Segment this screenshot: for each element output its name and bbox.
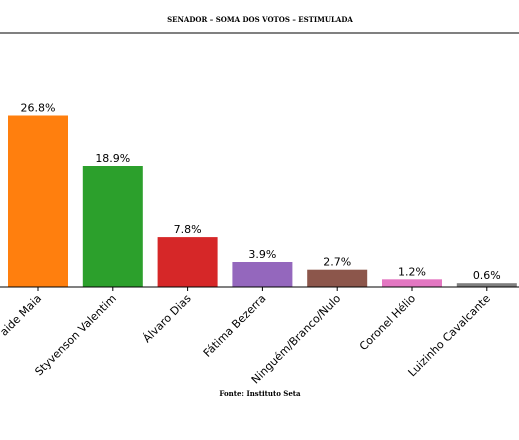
bar-1: [8, 115, 68, 287]
bar-7: [456, 283, 517, 287]
bar-value-label-1: 26.8%: [21, 102, 56, 115]
tick-label-1: aide Maia: [0, 292, 44, 339]
bar-5: [307, 269, 368, 287]
tick-label-3: Álvaro Dias: [140, 292, 193, 345]
bar-6: [382, 279, 442, 287]
bars-layer: 26.8% 18.9% 7.8% 3.9% 2.7% 1.2% 0.6%: [8, 102, 517, 287]
bar-value-label-5: 2.7%: [323, 256, 351, 269]
tick-label-7: Luizinho Cavalcante: [406, 292, 494, 380]
bar-4: [232, 262, 293, 287]
bar-value-label-2: 18.9%: [95, 152, 130, 165]
bar-value-label-7: 0.6%: [473, 269, 501, 282]
chart-source: Fonte: Instituto Seta: [219, 389, 301, 398]
bar-2: [82, 166, 143, 287]
bar-3: [157, 237, 218, 287]
tick-label-6: Coronel Hélio: [357, 292, 418, 353]
chart-title: SENADOR – SOMA DOS VOTOS – ESTIMULADA: [167, 15, 353, 24]
tick-label-2: Styvenson Valentim: [32, 292, 118, 378]
bar-value-label-6: 1.2%: [398, 265, 426, 278]
bar-value-label-4: 3.9%: [248, 248, 276, 261]
bar-value-label-3: 7.8%: [174, 223, 202, 236]
tick-label-4: Fátima Bezerra: [201, 292, 269, 360]
